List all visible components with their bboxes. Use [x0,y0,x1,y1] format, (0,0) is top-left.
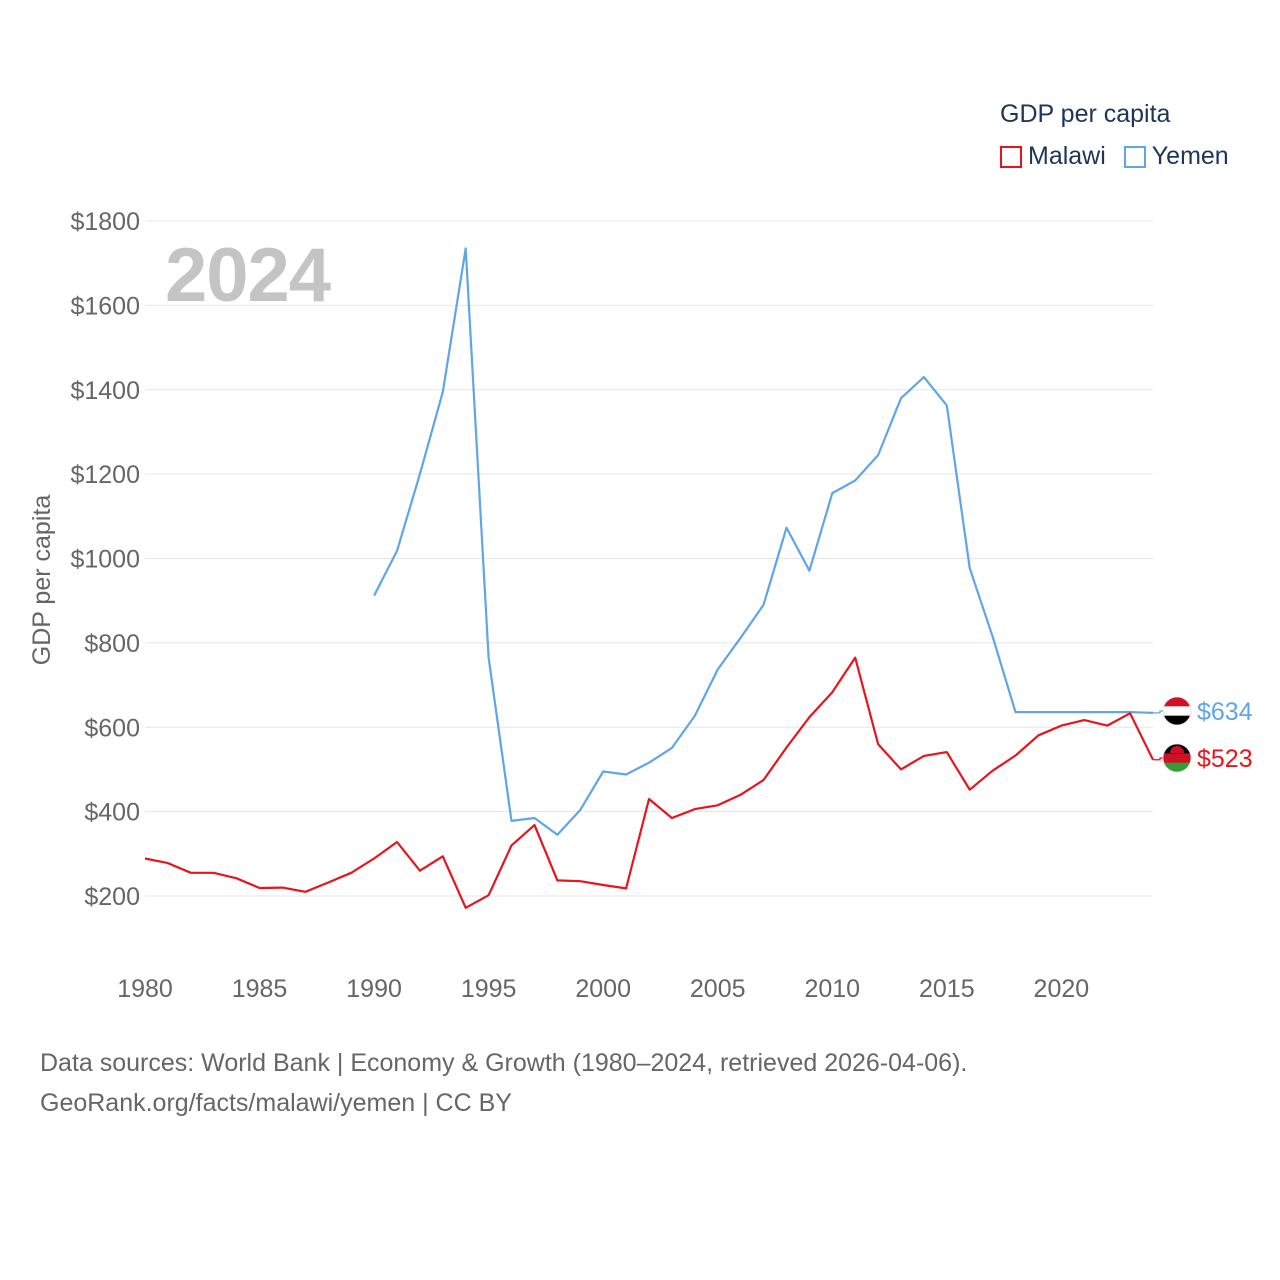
connector-yemen [1153,710,1163,714]
footer-link: GeoRank.org/facts/malawi/yemen | CC BY [40,1089,512,1117]
malawi-flag-icon [1163,744,1191,772]
x-tick-label: 1995 [461,975,517,1003]
legend-label-yemen: Yemen [1151,142,1229,170]
y-tick-label: $1200 [70,461,140,489]
connector-malawi [1153,757,1163,761]
footer-sources: Data sources: World Bank | Economy & Gro… [40,1049,968,1077]
year-label: 2024 [165,233,331,318]
end-label-malawi: $523 [1197,745,1253,773]
legend-swatch-yemen [1123,145,1146,168]
y-tick-label: $600 [84,714,140,742]
x-tick-label: 1980 [117,975,173,1003]
y-tick-label: $1400 [70,377,140,405]
legend: Malawi Yemen [1000,142,1247,171]
footer: Data sources: World Bank | Economy & Gro… [40,1043,967,1123]
legend-item-malawi[interactable]: Malawi [1000,142,1106,171]
x-tick-label: 2010 [804,975,860,1003]
y-tick-label: $1800 [70,208,140,236]
x-tick-label: 1985 [232,975,288,1003]
y-axis-ticks: $200 $400 $600 $800 $1000 $1200 $1400 $1600 $180… [70,208,140,911]
y-tick-label: $1000 [70,546,140,574]
x-tick-label: 2020 [1034,975,1090,1003]
x-axis-ticks: 1980 1985 1990 1995 2000 2005 2010 2015 2020 [117,975,1089,1003]
legend-item-yemen[interactable]: Yemen [1123,142,1229,171]
series-line-yemen [373,247,1154,836]
legend-label-malawi: Malawi [1028,142,1106,170]
y-axis-label: GDP per capita [28,495,56,666]
x-tick-label: 2005 [690,975,746,1003]
y-tick-label: $800 [84,630,140,658]
x-tick-label: 2000 [575,975,631,1003]
end-markers: $523 $634 [1153,696,1253,773]
y-tick-label: $200 [84,883,140,911]
series-lines [144,247,1154,909]
y-tick-label: $1600 [70,292,140,320]
series-line-malawi [144,656,1154,909]
legend-title: GDP per capita [1000,100,1171,128]
legend-swatch-malawi [1000,145,1022,168]
y-tick-label: $400 [84,799,140,827]
yemen-flag-icon [1163,697,1191,725]
x-tick-label: 2015 [919,975,975,1003]
x-tick-label: 1990 [346,975,402,1003]
end-label-yemen: $634 [1197,698,1253,726]
gridlines [145,220,1153,897]
